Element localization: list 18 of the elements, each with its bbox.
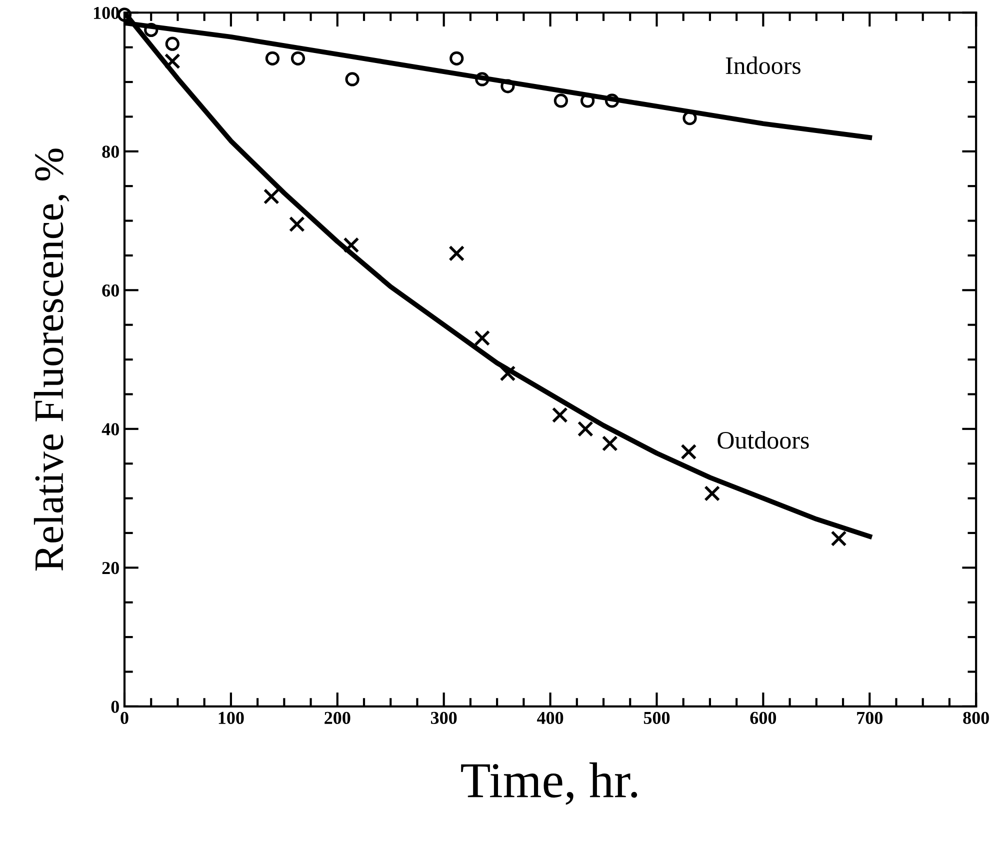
x-tick-label: 400	[536, 712, 564, 724]
y-tick-label: 20	[102, 562, 119, 574]
y-tick-label: 40	[102, 423, 119, 436]
x-tick-label: 200	[324, 712, 350, 724]
x-tick-label: 300	[430, 712, 457, 724]
y-tick-label: 0	[111, 700, 119, 713]
x-tick-label: 700	[857, 712, 882, 724]
x-tick-label: 0	[120, 712, 128, 724]
x-axis-title: Time, hr.	[461, 762, 638, 805]
y-tick-label: 80	[102, 146, 119, 158]
x-tick-label: 600	[750, 712, 776, 724]
series-label: Outdoors	[718, 431, 809, 449]
x-tick-label: 500	[644, 712, 670, 724]
y-axis-title: Relative Fluorescence, %	[34, 148, 70, 571]
y-tick-label: 60	[102, 284, 119, 297]
series-label: Indoors	[726, 56, 800, 74]
x-tick-label: 100	[218, 712, 244, 724]
x-tick-label: 800	[963, 712, 989, 724]
